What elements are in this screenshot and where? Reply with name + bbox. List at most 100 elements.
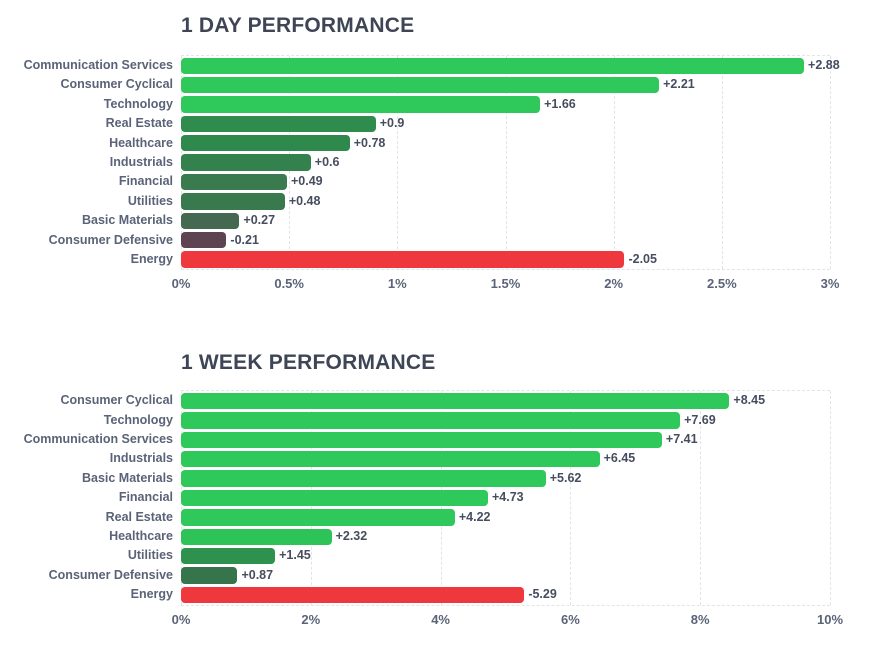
category-label: Basic Materials <box>81 213 173 228</box>
bar-row: Healthcare +0.78 <box>109 134 830 153</box>
chart-title: 1 DAY PERFORMANCE <box>181 14 415 37</box>
category-label: Energy <box>130 587 173 602</box>
bar-row: Financial +0.49 <box>119 172 830 191</box>
x-axis-tick: 2.5% <box>707 276 737 292</box>
value-label: +4.73 <box>491 490 524 505</box>
value-label: +0.87 <box>241 567 274 582</box>
plot-area: Communication Services +2.88 Consumer Cycl… <box>24 55 840 271</box>
category-label: Real Estate <box>105 509 173 524</box>
performance-bar <box>181 232 227 249</box>
performance-bar <box>181 528 332 545</box>
value-label: +2.32 <box>335 529 368 544</box>
performance-bar <box>181 154 311 171</box>
x-axis-tick: 3% <box>820 276 840 292</box>
bar-row: Real Estate +4.22 <box>106 508 830 527</box>
bar-row: Communication Services +2.88 <box>24 56 840 75</box>
x-axis-tick: 2% <box>301 611 321 627</box>
performance-bar <box>181 431 662 448</box>
category-label: Real Estate <box>105 116 173 131</box>
bar-row: Energy -5.29 <box>131 585 830 604</box>
performance-bar <box>181 57 805 74</box>
x-axis-tick: 2% <box>604 276 624 292</box>
week-performance-chart: 1 WEEK PERFORMANCE Consumer Cyclical +8.4… <box>0 350 876 632</box>
category-label: Consumer Cyclical <box>60 77 173 92</box>
value-label: +8.45 <box>733 393 766 408</box>
bar-row: Consumer Cyclical +8.45 <box>60 391 830 410</box>
value-label: +5.62 <box>549 470 582 485</box>
category-label: Utilities <box>127 548 173 563</box>
bar-row: Industrials +6.45 <box>110 449 830 468</box>
bar-row: Basic Materials +0.27 <box>82 211 830 230</box>
value-label: +0.49 <box>291 174 323 189</box>
category-label: Healthcare <box>109 135 173 150</box>
performance-bar <box>181 392 730 410</box>
day-performance-chart: 1 DAY PERFORMANCE Communication Services… <box>0 0 876 297</box>
category-label: Consumer Cyclical <box>60 393 173 408</box>
x-axis-tick: 1.5% <box>490 276 521 292</box>
bar-row: Real Estate +0.9 <box>106 114 830 133</box>
x-axis-tick: 6% <box>560 611 580 627</box>
value-label: +2.88 <box>808 58 840 72</box>
x-axis-tick: 4% <box>431 611 450 627</box>
x-axis-tick: 1% <box>387 276 407 292</box>
category-label: Utilities <box>127 193 173 208</box>
value-label: -0.21 <box>230 232 259 247</box>
gridline <box>830 56 831 270</box>
gridline <box>721 56 723 270</box>
x-axis-tick: 8% <box>690 611 710 627</box>
value-label: +0.9 <box>379 116 405 131</box>
bar-row: Consumer Defensive -0.21 <box>49 231 830 250</box>
gridline <box>700 391 702 605</box>
category-label: Technology <box>103 412 173 427</box>
bar-row: Technology +1.66 <box>104 95 830 114</box>
performance-bar <box>181 212 240 230</box>
bar-row: Industrials +0.6 <box>110 153 830 172</box>
bar-row: Energy -2.05 <box>131 250 830 269</box>
value-label: +0.78 <box>353 135 386 150</box>
category-label: Industrials <box>109 451 173 466</box>
category-label: Industrials <box>109 154 173 169</box>
performance-bar <box>181 76 660 94</box>
value-label: +7.69 <box>684 412 716 427</box>
value-label: +2.21 <box>663 77 695 92</box>
bar-row: Consumer Defensive +0.87 <box>49 566 830 585</box>
performance-bar <box>181 115 376 133</box>
category-label: Communication Services <box>23 432 173 447</box>
plot-area: Consumer Cyclical +8.45 Technology +7.69 Com… <box>24 390 831 606</box>
performance-bar <box>181 173 287 191</box>
performance-bar <box>181 450 600 468</box>
category-label: Consumer Defensive <box>48 567 173 582</box>
value-label: -5.29 <box>528 587 557 602</box>
performance-bar <box>181 489 488 507</box>
x-axis-tick: 0% <box>171 611 191 627</box>
performance-bar <box>181 567 238 584</box>
category-label: Financial <box>118 490 173 505</box>
bar-row: Healthcare +2.32 <box>109 527 830 546</box>
performance-bar <box>181 135 350 152</box>
category-label: Consumer Defensive <box>48 232 173 247</box>
gridline <box>570 391 572 605</box>
performance-bar <box>181 470 546 487</box>
bar-row: Financial +4.73 <box>119 488 830 507</box>
x-axis: 0% 2% 4% 6% 8% 10% <box>172 606 843 633</box>
gridline <box>830 391 831 605</box>
gridline <box>397 56 399 270</box>
category-label: Technology <box>103 96 173 111</box>
category-label: Basic Materials <box>81 470 173 485</box>
value-label: +4.22 <box>458 509 491 524</box>
gridline <box>505 56 507 270</box>
category-label: Communication Services <box>23 58 173 72</box>
category-label: Energy <box>130 251 173 266</box>
value-label: -2.05 <box>628 251 657 266</box>
category-label: Healthcare <box>109 529 173 544</box>
x-axis-tick: 0% <box>171 276 191 292</box>
x-axis-tick: 10% <box>816 611 844 627</box>
bar-row: Technology +7.69 <box>104 411 830 430</box>
category-label: Financial <box>118 174 173 189</box>
value-label: +0.6 <box>314 154 340 169</box>
value-label: +1.66 <box>544 96 576 111</box>
bar-row: Utilities +1.45 <box>128 546 830 565</box>
performance-bar <box>181 96 541 113</box>
x-axis: 0% 0.5% 1% 1.5% 2% 2.5% 3% <box>172 270 840 297</box>
performance-bar <box>181 547 276 565</box>
